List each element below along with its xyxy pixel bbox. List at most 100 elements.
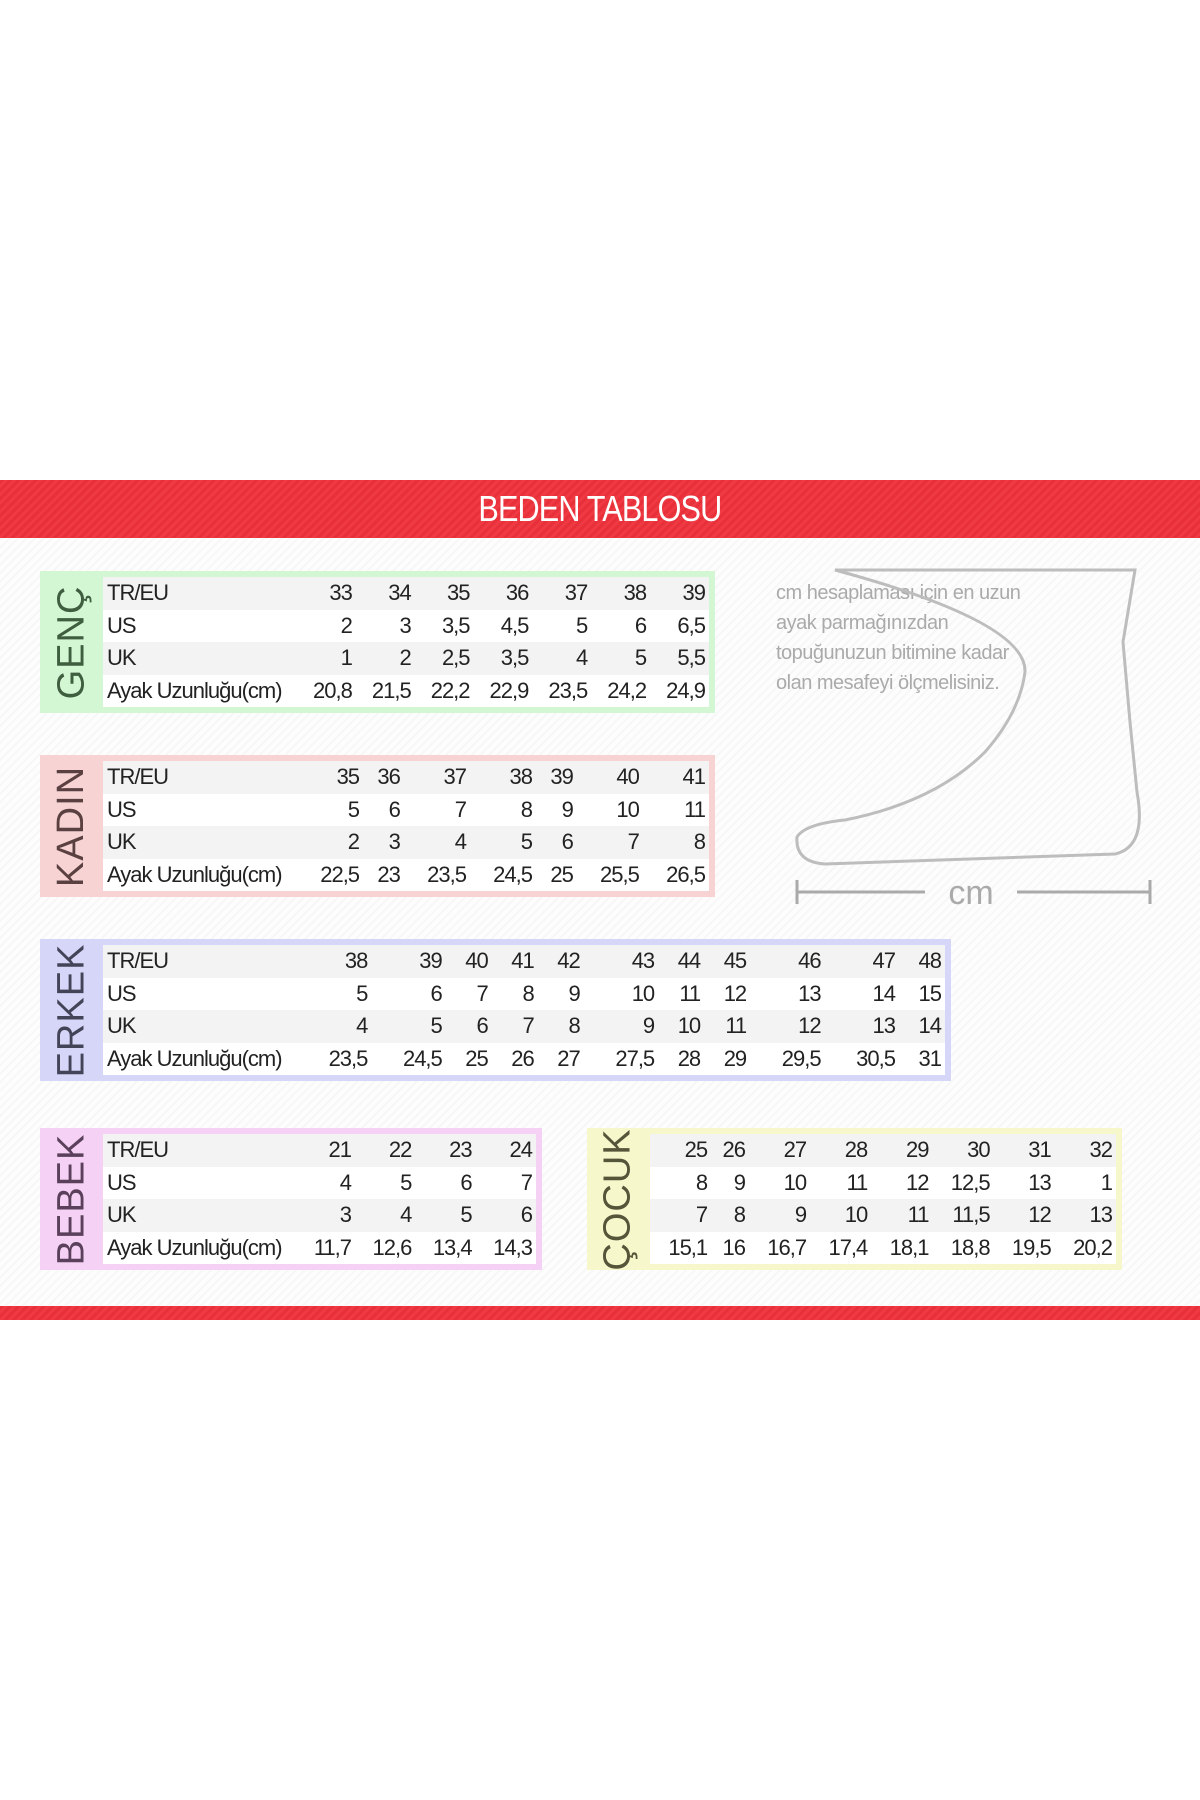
size-cell: 6 [561,829,574,855]
size-cell: 12 [1028,1202,1051,1228]
size-cell: 20,8 [313,677,353,703]
table-row: Ayak Uzunluğu(cm) 22,5 23 23,5 24,5 25 25,5 26,… [103,858,709,891]
row-header: US [107,612,137,638]
size-cell: 18,1 [889,1234,930,1260]
size-cell: 38 [344,948,368,974]
size-cell: 1 [1100,1169,1113,1195]
row-header: Ayak Uzunluğu(cm) [107,677,283,703]
size-cell: 33 [329,580,352,606]
size-cell: 9 [642,1013,655,1039]
size-cell: 41 [682,764,706,790]
size-cell: 5 [430,1013,443,1039]
size-cell: 9 [561,796,574,822]
size-cell: 5 [347,796,360,822]
size-cell: 8 [695,1169,708,1195]
row-header: US [107,1169,137,1195]
size-table: TR/EU 35 36 37 38 39 40 41 US 5 6 7 8 9 10 11 UK 2 3 4 5 6 7 8 A… [103,761,709,891]
size-cell: 23 [449,1137,472,1163]
category-label: ÇOCUK [587,1128,650,1270]
category-label-text: BEBEK [50,1133,93,1265]
category-label-text: GENÇ [50,585,93,699]
size-cell: 2 [340,612,353,638]
size-cell: 27 [557,1045,580,1071]
table-row: Ayak Uzunluğu(cm) 11,7 12,6 13,4 14,3 [103,1231,536,1264]
table-cocuk: ÇOCUK 25 26 27 28 29 30 31 32 8 9 10 11 12 12,5 13 1 7 8 9 1… [587,1128,1122,1270]
size-cell: 5,5 [677,645,706,671]
size-cell: 45 [723,948,747,974]
size-cell: 2,5 [441,645,471,671]
size-cell: 25 [684,1137,708,1163]
size-cell: 38 [623,580,647,606]
size-cell: 25,5 [600,861,640,887]
size-cell: 6 [520,1202,533,1228]
size-cell: 24,9 [666,677,706,703]
size-cell: 5 [400,1169,412,1195]
size-cell: 29,5 [781,1045,822,1071]
size-cell: 26,5 [666,861,706,887]
bottom-bar [0,1306,1200,1320]
size-cell: 25 [465,1045,488,1071]
size-cell: 13 [1089,1202,1113,1228]
size-cell: 6 [460,1169,472,1195]
size-cell: 4,5 [500,612,530,638]
size-cell: 4 [339,1169,352,1195]
size-cell: 35 [336,764,360,790]
size-cell: 19,5 [1011,1234,1052,1260]
size-cell: 23,5 [548,677,588,703]
size-cell: 12 [905,1169,929,1195]
size-cell: 26 [511,1045,534,1071]
size-cell: 22,9 [489,677,530,703]
size-cell: 44 [677,948,701,974]
size-cell: 43 [631,948,655,974]
size-cell: 35 [447,580,470,606]
size-table: 25 26 27 28 29 30 31 32 8 9 10 11 12 12,5 13 1 7 8 9 10 11 11… [650,1134,1116,1264]
size-cell: 8 [733,1202,746,1228]
table-row: US 5 6 7 8 9 10 11 [103,793,709,826]
row-header: TR/EU [107,1137,169,1163]
size-cell: 24,5 [402,1045,443,1071]
size-cell: 36 [505,580,529,606]
category-label: ERKEK [40,939,103,1081]
size-cell: 25 [550,861,573,887]
size-cell: 30 [967,1137,990,1163]
size-cell: 15 [918,980,942,1006]
size-cell: 15,1 [668,1234,708,1260]
size-cell: 42 [557,948,580,974]
size-cell: 34 [388,580,411,606]
size-cell: 11,7 [313,1234,352,1260]
size-cell: 6,5 [677,612,706,638]
size-table: TR/EU 33 34 35 36 37 38 39 US 2 3 3,5 4,5 5 6 6,5 UK 1 2 2,… [103,577,709,707]
size-table: TR/EU 38 39 40 41 42 43 44 45 46 47 48 US 5 6 7 8 9 10 11 12… [103,945,945,1075]
size-cell: 38 [509,764,533,790]
size-cell: 12 [798,1013,821,1039]
measurement-note: cm hesaplaması için en uzun ayak parmağı… [776,582,1021,694]
size-cell: 46 [798,948,821,974]
table-erkek: ERKEK TR/EU 38 39 40 41 42 43 44 45 46 47 48 US 5 6 7 8 9 1… [40,939,951,1081]
size-cell: 40 [465,948,488,974]
size-cell: 12 [723,980,747,1006]
category-label-text: ÇOCUK [597,1127,640,1271]
size-cell: 37 [564,580,588,606]
size-cell: 10 [616,796,639,822]
size-cell: 8 [520,796,533,822]
size-cell: 11 [907,1202,930,1228]
size-cell: 12,5 [950,1169,991,1195]
size-cell: 7 [695,1202,708,1228]
size-cell: 21 [328,1137,352,1163]
size-cell: 4 [400,1202,412,1228]
category-label: GENÇ [40,571,103,713]
size-cell: 27,5 [615,1045,655,1071]
size-cell: 14 [872,980,895,1006]
size-cell: 11 [725,1013,747,1039]
size-cell: 8 [522,980,535,1006]
size-cell: 20,2 [1073,1234,1113,1260]
row-header: US [107,796,137,822]
size-cell: 5 [460,1202,472,1228]
size-cell: 39 [550,764,573,790]
cm-label: cm [948,874,993,912]
size-cell: 5 [356,980,368,1006]
size-cell: 30,5 [856,1045,896,1071]
size-cell: 14 [918,1013,942,1039]
size-cell: 11,5 [952,1202,990,1228]
category-label-text: ERKEK [50,943,93,1077]
